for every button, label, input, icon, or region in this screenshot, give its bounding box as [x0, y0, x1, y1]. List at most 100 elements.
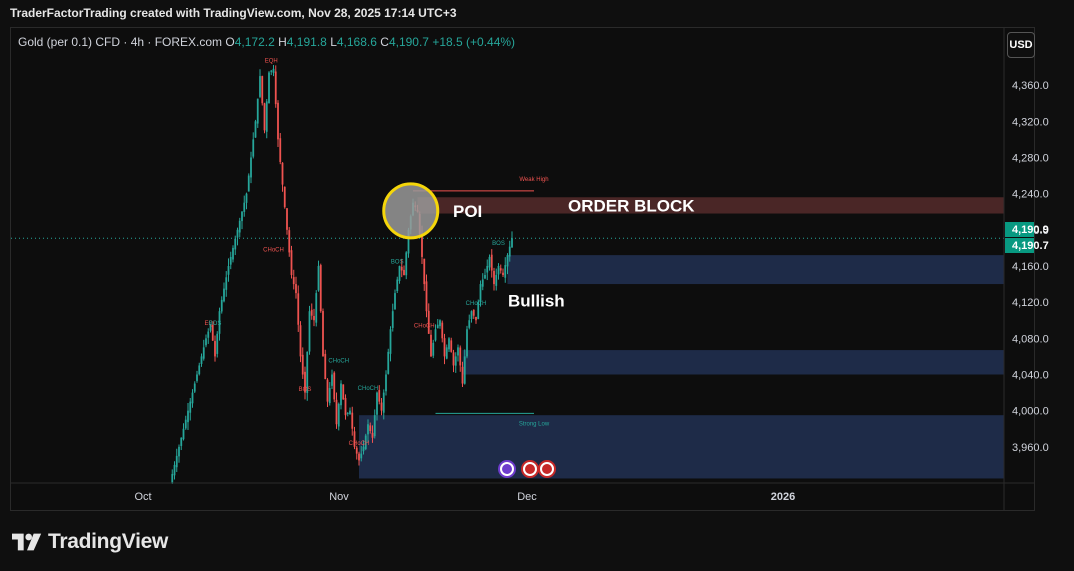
candle-body [391, 311, 394, 328]
last-price-tag-label: 4,190.9 [1012, 224, 1049, 236]
candle-body [394, 293, 396, 310]
poi-circle[interactable] [382, 182, 440, 240]
symbol-name: Gold (per 0.1) CFD · 4h · FOREX.com [18, 35, 223, 49]
candle-body [196, 374, 198, 381]
candle-body [171, 473, 174, 484]
candle-body [481, 279, 484, 287]
candle-body [367, 424, 369, 435]
candle-body [313, 316, 315, 321]
change-value: +18.5 (+0.44%) [432, 35, 516, 49]
low-value: 4,168.6 [336, 35, 377, 49]
candle-body [317, 265, 320, 291]
candle-body [441, 322, 444, 339]
candle-body [173, 464, 176, 476]
tradingview-logo-icon [12, 533, 42, 551]
candle-body [423, 258, 426, 285]
candle-body [373, 415, 376, 437]
candle-body [448, 338, 450, 350]
candle-body [389, 329, 392, 354]
candle-body [214, 341, 216, 357]
marker-3: BOS [209, 321, 222, 327]
candle-body [468, 320, 471, 328]
candle-body [358, 453, 360, 461]
y-tick-label: 4,120.0 [1012, 297, 1049, 309]
close-label: C [380, 35, 389, 49]
y-tick-label: 4,080.0 [1012, 333, 1049, 345]
candle-body [362, 446, 365, 452]
candle-body [182, 428, 185, 440]
candle-body [484, 275, 486, 279]
candle-body [319, 265, 322, 312]
marker-6: CHoCH [358, 386, 379, 392]
strong-low-label: Strong Low [519, 421, 550, 427]
candle-body [432, 342, 435, 356]
x-tick-label: Oct [134, 491, 151, 503]
x-tick-label: Nov [329, 491, 349, 503]
candle-body [479, 284, 482, 303]
candle-body [434, 329, 437, 341]
x-tick-label: 2026 [771, 491, 795, 503]
demand-zone-3[interactable] [359, 415, 1004, 479]
candle-body [450, 340, 453, 352]
y-tick-label: 4,040.0 [1012, 369, 1049, 381]
event-us-flag-icon-fill [525, 464, 535, 474]
demand-zone-2[interactable] [462, 350, 1005, 375]
candle-body [400, 266, 403, 271]
bullish-label: Bullish [508, 291, 565, 310]
candle-body [191, 392, 194, 404]
candle-body [398, 265, 401, 281]
candle-body [380, 402, 383, 411]
candle-body [241, 211, 243, 222]
candle-body [495, 275, 498, 286]
candle-body [360, 453, 363, 459]
candle-body [288, 230, 291, 253]
candle-body [259, 76, 261, 97]
candle-body [290, 250, 293, 276]
last-price-tag [1005, 238, 1034, 253]
candle-body [387, 351, 390, 374]
candle-body [472, 309, 475, 316]
marker-4: BOS [299, 387, 312, 393]
tradingview-logo[interactable]: TradingView [12, 530, 168, 554]
candle-body [211, 325, 214, 341]
order-block-label: ORDER BLOCK [568, 196, 695, 215]
candle-body [207, 331, 210, 338]
candle-body [331, 374, 333, 386]
demand-zone-1[interactable] [507, 255, 1005, 285]
candle-body [270, 70, 273, 72]
candle-body [488, 256, 491, 268]
candle-body [209, 324, 212, 331]
candle-body [292, 277, 295, 285]
candle-body [403, 269, 405, 276]
currency-button[interactable]: USD [1007, 32, 1035, 58]
candle-body [499, 268, 502, 271]
candle-body [430, 334, 432, 357]
candle-body [184, 419, 187, 429]
y-tick-label: 4,360.0 [1012, 80, 1049, 92]
marker-5: CHoCH [328, 359, 349, 365]
candle-body [178, 446, 180, 457]
candle-body [466, 329, 468, 357]
candle-body [475, 316, 477, 321]
candle-body [272, 68, 275, 73]
candle-body [333, 372, 336, 400]
candle-body [504, 265, 507, 278]
candle-body [436, 324, 439, 329]
candle-body [506, 255, 509, 267]
candle-body [175, 455, 178, 468]
candle-body [245, 193, 248, 203]
candle-body [457, 347, 459, 356]
close-value: 4,190.7 [388, 35, 429, 49]
candle-body [205, 338, 207, 346]
candle-body [306, 351, 309, 393]
candle-body [263, 103, 266, 131]
candle-body [337, 403, 340, 427]
order-block-zone-0[interactable] [417, 197, 1005, 214]
brand-name: TradingView [48, 530, 169, 553]
candle-body [378, 390, 381, 402]
candle-body [281, 162, 284, 185]
candle-body [220, 299, 223, 312]
marker-7: CHoCH [349, 441, 370, 447]
marker-8: BOS [391, 259, 404, 265]
